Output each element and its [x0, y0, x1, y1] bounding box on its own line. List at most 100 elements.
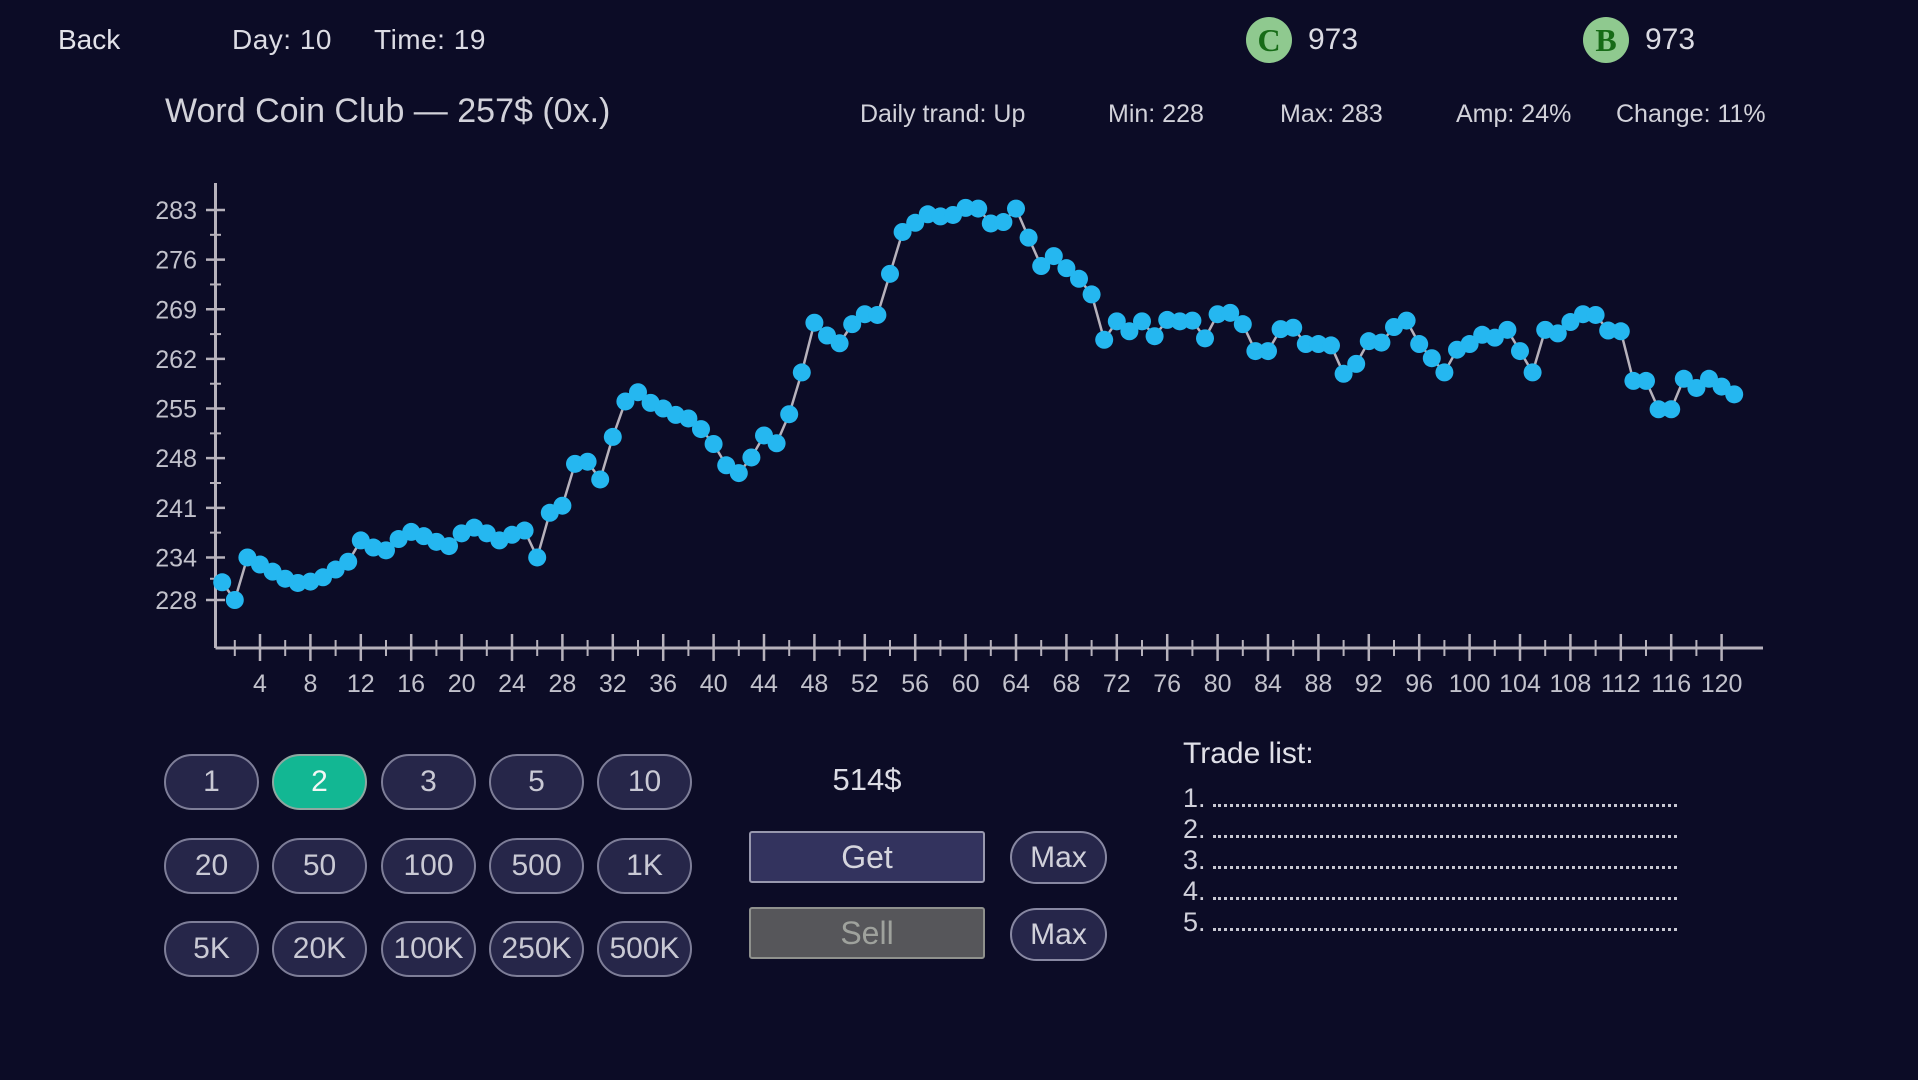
back-button[interactable]: Back	[58, 24, 121, 55]
cost-label: 514$	[832, 762, 902, 797]
price-point	[1725, 385, 1744, 404]
price-point	[603, 427, 622, 446]
amount-button-5k[interactable]: 5K	[164, 921, 259, 977]
svg-text:36: 36	[649, 670, 677, 698]
amount-button-100k[interactable]: 100K	[381, 921, 476, 977]
trade-item-number: 1.	[1183, 783, 1206, 813]
trade-item-number: 5.	[1183, 907, 1206, 937]
svg-text:64: 64	[1002, 670, 1030, 698]
amount-button-2[interactable]: 2	[272, 754, 367, 810]
svg-text:28: 28	[548, 670, 576, 698]
trade-item-dots	[1212, 897, 1677, 900]
price-point	[225, 591, 244, 609]
price-point	[1397, 311, 1416, 330]
price-point	[616, 392, 635, 411]
price-point	[994, 213, 1013, 232]
price-point	[1624, 371, 1643, 390]
trade-list-item: 5.	[1183, 905, 1677, 936]
svg-text:234: 234	[155, 544, 197, 572]
price-point	[692, 420, 710, 439]
svg-text:108: 108	[1550, 670, 1592, 698]
price-point	[1322, 336, 1340, 355]
amount-button-500k[interactable]: 500K	[597, 921, 692, 977]
svg-text:68: 68	[1052, 670, 1080, 698]
coin-c-badge: C 973	[1246, 17, 1358, 63]
price-point	[679, 409, 698, 428]
trade-list-item: 1.	[1183, 781, 1677, 812]
price-point	[377, 541, 395, 560]
price-point	[339, 552, 358, 571]
price-point	[1044, 247, 1063, 266]
price-point	[1196, 329, 1214, 348]
svg-text:20: 20	[448, 670, 476, 698]
price-point	[830, 334, 849, 353]
svg-text:72: 72	[1103, 670, 1131, 698]
price-point	[1183, 311, 1202, 330]
svg-text:84: 84	[1254, 670, 1282, 698]
price-point	[1221, 303, 1240, 322]
price-point	[805, 313, 824, 332]
svg-text:60: 60	[952, 670, 980, 698]
price-point	[1435, 363, 1454, 382]
svg-text:24: 24	[498, 670, 526, 698]
price-point	[1233, 315, 1252, 334]
price-point	[1422, 349, 1441, 368]
svg-text:56: 56	[901, 670, 929, 698]
price-point	[881, 264, 899, 283]
get-max-button[interactable]: Max	[1010, 831, 1107, 884]
price-point	[1095, 330, 1114, 349]
coin-b-icon: B	[1583, 17, 1629, 63]
trade-item-dots	[1212, 928, 1677, 931]
coin-b-amount: 973	[1645, 23, 1696, 56]
price-point	[1032, 257, 1051, 276]
get-button[interactable]: Get	[749, 831, 985, 883]
trade-list-item: 3.	[1183, 843, 1677, 874]
svg-text:255: 255	[155, 396, 197, 424]
svg-text:116: 116	[1651, 670, 1691, 698]
trade-item-number: 3.	[1183, 845, 1206, 875]
svg-text:8: 8	[303, 670, 317, 698]
day-time-label: Day: 10 Time: 19	[232, 24, 528, 56]
trade-item-number: 2.	[1183, 814, 1206, 844]
price-point	[1259, 342, 1277, 361]
coin-b-badge: B 973	[1583, 17, 1695, 63]
amount-button-20[interactable]: 20	[164, 838, 259, 894]
amount-button-3[interactable]: 3	[381, 754, 476, 810]
amount-button-20k[interactable]: 20K	[272, 921, 367, 977]
trade-list-item: 2.	[1183, 812, 1677, 843]
amount-button-100[interactable]: 100	[381, 838, 476, 894]
price-point	[704, 435, 723, 453]
price-point	[1334, 364, 1353, 383]
svg-text:283: 283	[155, 197, 197, 225]
amount-button-1k[interactable]: 1K	[597, 838, 692, 894]
sell-button[interactable]: Sell	[749, 907, 985, 959]
amount-button-5[interactable]: 5	[489, 754, 584, 810]
trade-item-number: 4.	[1183, 876, 1206, 906]
sell-max-button[interactable]: Max	[1010, 908, 1107, 961]
svg-text:76: 76	[1153, 670, 1181, 698]
price-point	[1511, 342, 1529, 361]
price-point	[868, 305, 887, 324]
amount-button-250k[interactable]: 250K	[489, 921, 584, 977]
trade-list-item: 4.	[1183, 874, 1677, 905]
amount-button-10[interactable]: 10	[597, 754, 692, 810]
svg-text:104: 104	[1499, 670, 1541, 698]
svg-text:32: 32	[599, 670, 627, 698]
amount-button-500[interactable]: 500	[489, 838, 584, 894]
svg-text:248: 248	[155, 445, 197, 473]
price-point	[742, 448, 761, 467]
stat-min: Min: 228	[1108, 100, 1204, 128]
svg-text:120: 120	[1701, 670, 1743, 698]
price-point	[1007, 199, 1025, 218]
trade-item-dots	[1212, 835, 1677, 838]
trade-item-dots	[1212, 866, 1677, 869]
svg-text:100: 100	[1449, 670, 1491, 698]
stat-max: Max: 283	[1280, 100, 1383, 128]
amount-button-50[interactable]: 50	[272, 838, 367, 894]
price-point	[1674, 369, 1693, 388]
amount-button-1[interactable]: 1	[164, 754, 259, 810]
price-point	[1082, 285, 1101, 304]
svg-text:262: 262	[155, 346, 197, 374]
price-point	[1145, 327, 1164, 346]
